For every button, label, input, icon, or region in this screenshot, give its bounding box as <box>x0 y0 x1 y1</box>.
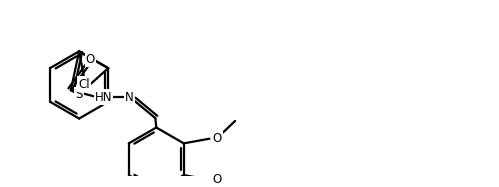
Text: HN: HN <box>95 91 112 104</box>
Text: Cl: Cl <box>78 78 90 91</box>
Text: N: N <box>125 91 134 104</box>
Text: O: O <box>212 173 222 186</box>
Text: O: O <box>212 132 222 145</box>
Text: S: S <box>75 88 82 101</box>
Text: O: O <box>86 53 95 66</box>
